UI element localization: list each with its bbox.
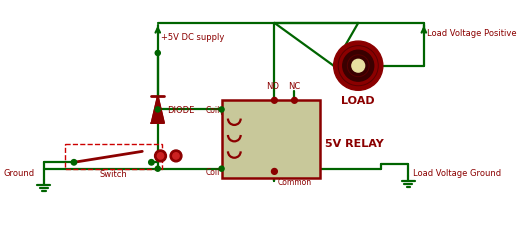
Text: DIODE: DIODE [167, 106, 194, 114]
Text: Load Voltage Positive: Load Voltage Positive [428, 29, 517, 38]
Circle shape [352, 60, 365, 73]
Text: +5V DC supply: +5V DC supply [160, 33, 224, 42]
Circle shape [155, 107, 160, 112]
Circle shape [219, 166, 224, 172]
Text: Switch: Switch [100, 169, 127, 178]
Circle shape [343, 51, 374, 82]
Text: Coil: Coil [205, 106, 220, 114]
Circle shape [155, 166, 160, 172]
Text: LOAD: LOAD [342, 95, 375, 105]
Polygon shape [151, 96, 164, 124]
Text: 5V RELAY: 5V RELAY [324, 138, 383, 148]
Text: Ground: Ground [4, 168, 35, 177]
Circle shape [271, 169, 277, 174]
Circle shape [334, 42, 383, 91]
Circle shape [155, 150, 167, 162]
Circle shape [271, 98, 277, 104]
Circle shape [170, 150, 182, 162]
Circle shape [173, 153, 179, 159]
Circle shape [149, 160, 154, 165]
Text: Load Voltage Ground: Load Voltage Ground [413, 168, 501, 177]
Text: NO: NO [266, 82, 279, 91]
Circle shape [219, 107, 224, 112]
Circle shape [71, 160, 77, 165]
Circle shape [291, 98, 298, 104]
Text: Common: Common [277, 177, 311, 186]
Text: NC: NC [288, 82, 301, 91]
Circle shape [155, 51, 160, 56]
Circle shape [157, 153, 163, 159]
FancyBboxPatch shape [222, 101, 320, 178]
Text: Coil: Coil [205, 167, 220, 176]
